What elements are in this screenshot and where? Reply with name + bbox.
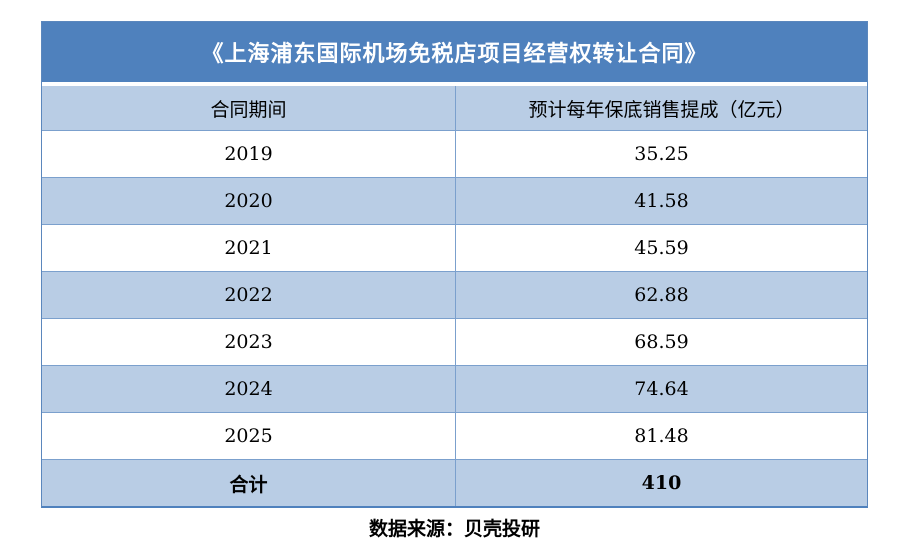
table-row: 2024 74.64 (42, 365, 867, 412)
period-cell: 2020 (42, 178, 456, 224)
value-cell: 35.25 (634, 143, 689, 165)
table-title: 《上海浦东国际机场免税店项目经营权转让合同》 (42, 22, 867, 82)
value-cell: 74.64 (634, 378, 689, 400)
table-row: 2025 81.48 (42, 412, 867, 459)
table-grid: 合同期间 预计每年保底销售提成（亿元） 2019 35.25 2020 41.5… (42, 86, 867, 506)
value-cell: 81.48 (634, 425, 689, 447)
contract-table: 《上海浦东国际机场免税店项目经营权转让合同》 合同期间 预计每年保底销售提成（亿… (41, 21, 868, 508)
period-cell: 2024 (42, 366, 456, 412)
title-divider (42, 82, 867, 86)
period-cell: 2025 (42, 413, 456, 459)
column-header-value: 预计每年保底销售提成（亿元） (528, 98, 795, 121)
period-cell: 2019 (42, 131, 456, 177)
table-row: 合计 410 (42, 459, 867, 506)
table-header-row: 合同期间 预计每年保底销售提成（亿元） (42, 86, 867, 130)
table-row: 2020 41.58 (42, 177, 867, 224)
data-source-note: 数据来源：贝壳投研 (368, 519, 540, 540)
value-cell: 62.88 (634, 284, 689, 306)
column-header-period: 合同期间 (42, 86, 456, 130)
period-cell: 合计 (42, 460, 456, 506)
value-cell: 410 (641, 472, 682, 494)
value-cell: 45.59 (634, 237, 689, 259)
period-cell: 2021 (42, 225, 456, 271)
value-cell: 41.58 (634, 190, 689, 212)
value-cell: 68.59 (634, 331, 689, 353)
table-row: 2021 45.59 (42, 224, 867, 271)
table-row: 2022 62.88 (42, 271, 867, 318)
table-row: 2023 68.59 (42, 318, 867, 365)
period-cell: 2022 (42, 272, 456, 318)
table-row: 2019 35.25 (42, 130, 867, 177)
period-cell: 2023 (42, 319, 456, 365)
